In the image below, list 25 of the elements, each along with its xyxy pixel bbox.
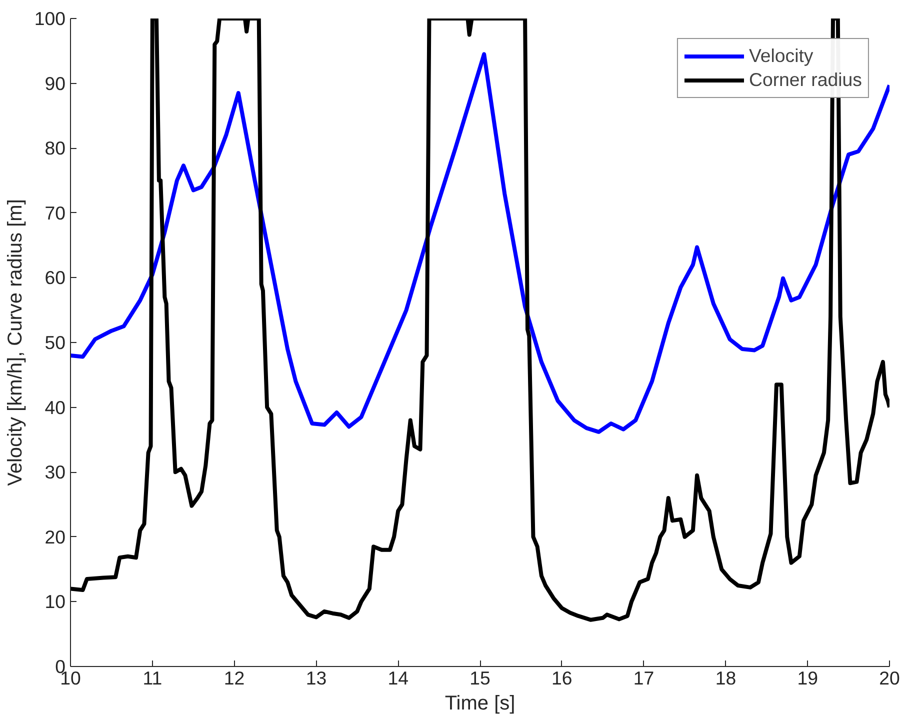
y-tick-label: 10 bbox=[44, 591, 66, 612]
y-tick-label: 50 bbox=[44, 332, 66, 353]
x-tick-label: 17 bbox=[633, 668, 654, 688]
x-tick-label: 18 bbox=[715, 668, 736, 688]
x-tick-label: 13 bbox=[306, 668, 327, 688]
x-tick-label: 20 bbox=[879, 668, 900, 688]
x-tick-label: 12 bbox=[224, 668, 245, 688]
y-tick-label: 70 bbox=[44, 202, 66, 224]
line-series bbox=[70, 18, 890, 622]
y-tick-label: 80 bbox=[44, 138, 66, 159]
x-tick-label: 15 bbox=[470, 668, 490, 688]
x-tick-label: 16 bbox=[552, 668, 572, 688]
x-tick-label: 14 bbox=[388, 668, 408, 688]
legend-label: Corner radius bbox=[748, 69, 862, 91]
x-axis-title: Time [s] bbox=[444, 692, 516, 714]
y-tick-label: 40 bbox=[44, 396, 66, 418]
y-tick-label: 30 bbox=[44, 462, 66, 483]
y-tick-label: 20 bbox=[44, 526, 66, 548]
legend-label: Velocity bbox=[748, 45, 814, 67]
y-axis-title: Velocity [km/h], Curve radius [m] bbox=[4, 199, 26, 486]
y-tick-label: 60 bbox=[44, 267, 66, 288]
x-tick-label: 19 bbox=[797, 668, 818, 688]
y-tick-label: 100 bbox=[34, 8, 66, 29]
x-tick-label: 11 bbox=[142, 668, 162, 688]
y-tick-label: 90 bbox=[44, 72, 66, 94]
